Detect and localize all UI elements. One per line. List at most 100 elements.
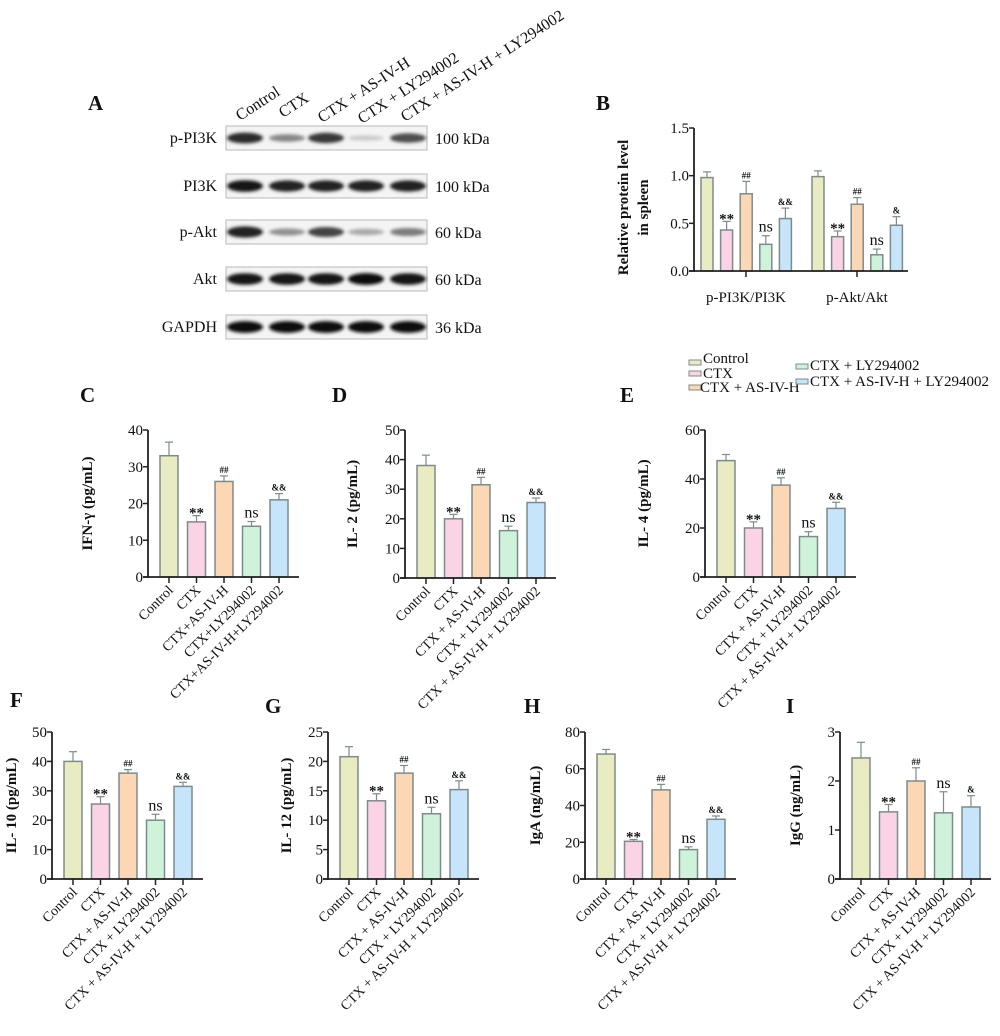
protein-band (390, 228, 426, 236)
x-category-label: Control (40, 885, 81, 926)
y-tick-label: 1.0 (670, 169, 689, 185)
y-tick-label: 20 (565, 835, 580, 851)
chart-panel-c: **##ns&&010203040ControlCTXCTX+AS-IV-HCT… (80, 423, 299, 703)
protein-band (390, 180, 426, 192)
bar (186, 521, 207, 578)
y-tick-label: 50 (32, 725, 47, 741)
significance-label: && (709, 805, 724, 815)
y-tick-label: 0 (573, 872, 581, 888)
y-tick-label: 40 (685, 472, 700, 488)
y-tick-label: 10 (128, 533, 143, 549)
x-category-label: Control (136, 583, 177, 624)
protein-label: p-Akt (180, 224, 218, 241)
legend-swatch (795, 378, 809, 385)
bar (933, 812, 954, 880)
protein-band (227, 321, 263, 333)
x-category-label: Control (693, 583, 734, 624)
protein-band (348, 321, 384, 333)
bar (678, 848, 699, 880)
molecular-weight-label: 100 kDa (435, 179, 490, 196)
y-tick-label: 10 (385, 541, 400, 557)
protein-band (348, 135, 384, 141)
significance-label: ** (830, 221, 845, 237)
bar (851, 757, 871, 880)
y-tick-label: 40 (128, 423, 143, 439)
bar (145, 819, 166, 880)
legend-label: CTX (703, 366, 733, 382)
protein-label: PI3K (183, 178, 217, 195)
significance-label: && (829, 491, 844, 501)
bar (706, 818, 726, 880)
bar (63, 760, 83, 880)
significance-label: ns (244, 505, 258, 522)
y-axis-label: IgG (ng/mL) (788, 765, 804, 846)
significance-label: ns (501, 509, 515, 526)
significance-label: ** (746, 512, 761, 528)
y-tick-label: 20 (308, 754, 323, 770)
bar (526, 501, 546, 579)
x-category-label: Control (828, 885, 869, 926)
bar (811, 175, 825, 272)
significance-label: ## (220, 465, 230, 475)
bar (826, 507, 846, 578)
bar (241, 525, 262, 578)
y-axis-label: in spleen (636, 179, 652, 236)
molecular-weight-label: 100 kDa (435, 131, 490, 148)
y-tick-label: 3 (828, 725, 836, 741)
y-axis-label: IL- 2 (pg/mL) (345, 460, 361, 548)
protein-band (390, 133, 426, 143)
protein-band (390, 321, 426, 333)
y-tick-label: 1 (828, 823, 836, 839)
bar (173, 785, 193, 880)
protein-band (227, 226, 263, 238)
significance-label: ## (124, 759, 134, 769)
lane-label: CTX + AS-IV-H + LY294002 (398, 7, 567, 125)
protein-band (227, 273, 263, 285)
y-tick-label: 40 (32, 754, 47, 770)
bar (118, 772, 138, 880)
bar (449, 788, 469, 880)
bar (214, 480, 234, 578)
significance-label: ns (424, 790, 438, 807)
y-tick-label: 0 (136, 570, 144, 586)
significance-label: && (452, 770, 467, 780)
lane-label: CTX (276, 89, 312, 121)
protein-band (308, 273, 344, 285)
bar (90, 803, 111, 880)
bar (889, 224, 904, 272)
bar (759, 243, 773, 272)
bar (850, 203, 864, 272)
significance-label: ** (369, 784, 384, 800)
x-category-label: Control (393, 584, 434, 625)
significance-label: ** (719, 211, 734, 227)
y-tick-label: 60 (685, 423, 700, 439)
y-tick-label: 0.0 (670, 264, 689, 280)
significance-label: ## (742, 170, 752, 180)
significance-label: ns (870, 232, 884, 249)
y-tick-label: 20 (128, 497, 143, 513)
bar (623, 840, 644, 880)
significance-label: ** (446, 504, 461, 520)
y-tick-label: 40 (565, 799, 580, 815)
bar (778, 217, 793, 272)
y-tick-label: 20 (32, 813, 47, 829)
bar (366, 800, 387, 880)
significance-label: ns (801, 515, 815, 532)
significance-label: ## (853, 187, 863, 197)
y-axis-label: IL- 10 (pg/mL) (4, 758, 20, 854)
y-tick-label: 0 (828, 872, 836, 888)
y-tick-label: 25 (308, 725, 323, 741)
legend-swatch (688, 359, 702, 366)
significance-label: ns (148, 797, 162, 814)
legend-label: Control (703, 351, 749, 367)
bar (471, 484, 491, 579)
y-tick-label: 1.5 (670, 121, 689, 137)
y-tick-label: 30 (128, 460, 143, 476)
